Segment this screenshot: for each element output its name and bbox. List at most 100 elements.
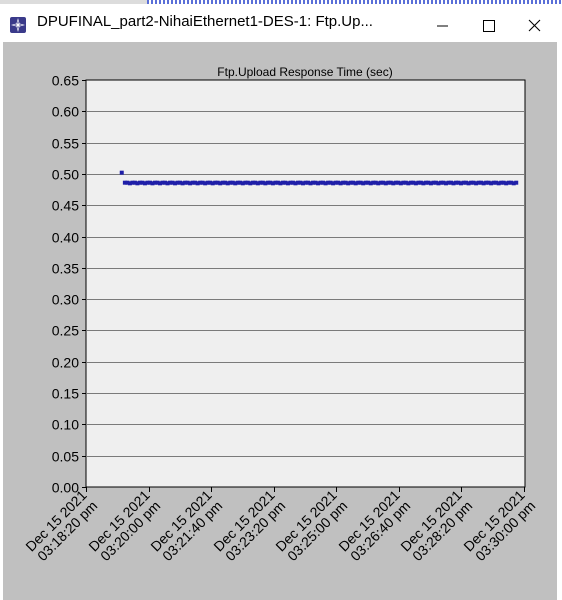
data-point (371, 180, 376, 185)
y-tick-label: 0.00 (52, 480, 79, 496)
data-point (381, 180, 386, 185)
data-point (245, 180, 250, 185)
data-point (481, 181, 486, 186)
data-point (218, 181, 223, 186)
data-point (506, 180, 511, 185)
y-tick-label: 0.65 (52, 73, 79, 89)
data-point (150, 181, 155, 186)
data-point (361, 181, 366, 186)
data-point (368, 181, 373, 186)
data-point (175, 180, 180, 185)
data-point (413, 181, 418, 186)
data-point (253, 180, 258, 185)
data-point (443, 181, 448, 186)
data-point (173, 181, 178, 186)
data-point (208, 180, 213, 185)
data-point (263, 181, 268, 186)
data-point (228, 180, 233, 185)
data-point (331, 181, 336, 186)
data-point (391, 181, 396, 186)
data-point (346, 181, 351, 186)
data-point (278, 181, 283, 186)
y-tick-label: 0.60 (52, 104, 79, 120)
data-point (200, 180, 205, 185)
maximize-icon (483, 20, 495, 32)
data-point (496, 181, 501, 186)
data-point (127, 181, 132, 186)
window-right-edge (557, 42, 562, 600)
data-point (180, 181, 185, 186)
data-point (366, 180, 371, 185)
series-points (119, 170, 519, 186)
data-point (311, 180, 316, 185)
close-button[interactable] (512, 8, 558, 44)
star-app-icon[interactable] (10, 17, 26, 33)
data-point (441, 180, 446, 185)
y-tick-label: 0.40 (52, 230, 79, 246)
data-point (328, 180, 333, 185)
data-point (295, 180, 300, 185)
data-point (255, 181, 260, 186)
close-icon (528, 19, 541, 32)
data-point (421, 181, 426, 186)
data-point (132, 180, 137, 185)
data-point (250, 180, 255, 185)
data-point (195, 181, 200, 186)
minimize-button[interactable] (420, 8, 466, 44)
data-point (142, 181, 147, 186)
data-point (393, 180, 398, 185)
data-point (403, 180, 408, 185)
data-point (466, 181, 471, 186)
y-tick-label: 0.45 (52, 198, 79, 214)
maximize-button[interactable] (466, 8, 512, 44)
data-point (190, 180, 195, 185)
data-point (323, 181, 328, 186)
data-point (215, 180, 220, 185)
plot-area (85, 79, 526, 488)
data-point (436, 181, 441, 186)
window-left-edge (0, 42, 3, 600)
data-point (258, 180, 263, 185)
data-point (343, 180, 348, 185)
data-point (514, 180, 519, 185)
data-point (130, 180, 135, 185)
data-point (351, 180, 356, 185)
data-point (145, 180, 150, 185)
data-point (461, 180, 466, 185)
data-point (438, 180, 443, 185)
data-point (469, 180, 474, 185)
grid-lines (86, 111, 525, 457)
window-titlebar[interactable]: DPUFINAL_part2-NihaiEthernet1-DES-1: Ftp… (0, 4, 562, 42)
data-point (248, 181, 253, 186)
data-point (408, 180, 413, 185)
data-point (336, 180, 341, 185)
data-point (122, 180, 127, 185)
data-point (341, 180, 346, 185)
data-point (464, 180, 469, 185)
y-tick-label: 0.35 (52, 261, 79, 277)
data-point (318, 180, 323, 185)
data-point (303, 180, 308, 185)
y-tick-label: 0.15 (52, 386, 79, 402)
y-tick-label: 0.55 (52, 136, 79, 152)
data-point (308, 181, 313, 186)
data-point (213, 180, 218, 185)
data-point (220, 180, 225, 185)
data-point (418, 180, 423, 185)
data-point (416, 180, 421, 185)
data-point (160, 180, 165, 185)
data-point (338, 181, 343, 186)
data-point (423, 180, 428, 185)
data-point (348, 180, 353, 185)
data-point (265, 180, 270, 185)
taskbar-strip-right (147, 0, 562, 4)
data-point (135, 181, 140, 186)
data-point (300, 181, 305, 186)
